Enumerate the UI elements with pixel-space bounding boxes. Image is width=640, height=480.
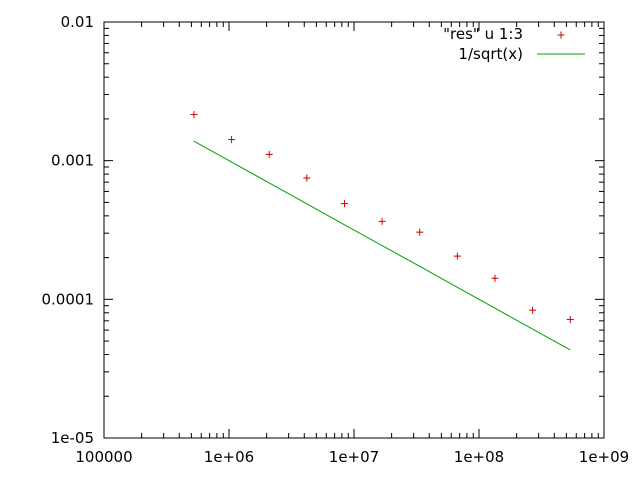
data-point-res: [566, 316, 574, 324]
x-tick-label: 1e+07: [329, 448, 379, 466]
data-point-res: [453, 252, 461, 260]
legend-label-res: "res" u 1:3: [443, 25, 523, 43]
plot-frame: [103, 21, 605, 439]
series-layer: [190, 111, 574, 351]
legend-plus-icon: [557, 31, 565, 39]
legend-marker-res: [557, 31, 565, 39]
y-tick-label: 0.01: [61, 13, 94, 31]
series-line-1-sqrt-x: [193, 140, 571, 351]
y-tick-label: 1e-05: [51, 429, 94, 447]
data-point-res: [529, 306, 537, 314]
data-point-res: [416, 228, 424, 236]
y-tick-label: 0.001: [51, 152, 94, 170]
x-tick-label: 1e+09: [579, 448, 629, 466]
data-point-res: [491, 274, 499, 282]
data-point-res: [303, 174, 311, 182]
legend-label-1-sqrt-x: 1/sqrt(x): [458, 45, 523, 63]
data-point-res: [378, 217, 386, 225]
x-tick-label: 100000: [75, 448, 132, 466]
y-tick-label: 0.0001: [42, 290, 95, 308]
tick-labels-layer: 100000 1e+06 1e+07 1e+08 1e+09 1e-05 0.0001 0.0…: [42, 13, 630, 466]
legend: "res" u 1:3 1/sqrt(x): [443, 25, 585, 63]
data-point-res: [190, 111, 198, 119]
x-tick-label: 1e+08: [454, 448, 504, 466]
data-point-res: [228, 136, 236, 144]
data-point-res: [340, 200, 348, 208]
data-point-res: [265, 150, 273, 158]
x-tick-label: 1e+06: [204, 448, 254, 466]
